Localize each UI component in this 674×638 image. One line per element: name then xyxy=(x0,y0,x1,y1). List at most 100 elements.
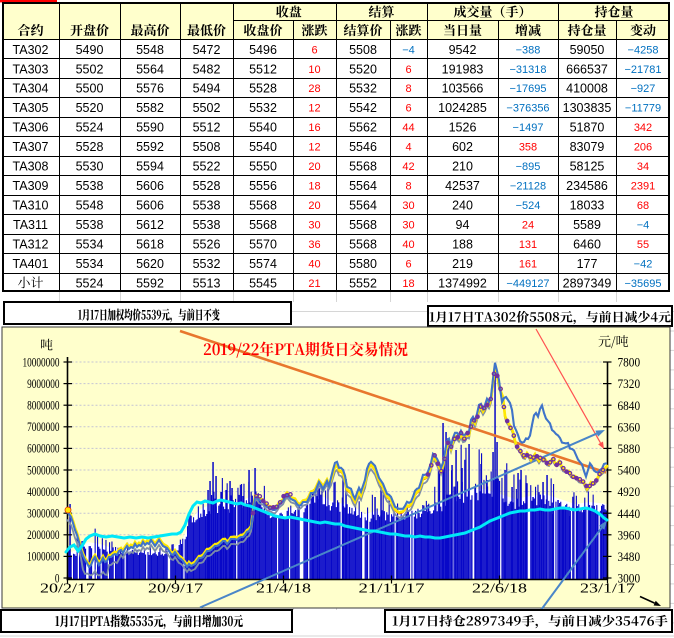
svg-text:188: 188 xyxy=(452,237,473,251)
svg-text:5550: 5550 xyxy=(249,160,277,174)
svg-text:TA310: TA310 xyxy=(13,199,49,213)
svg-text:30: 30 xyxy=(402,200,414,212)
svg-text:2391: 2391 xyxy=(631,181,655,193)
svg-text:1024285: 1024285 xyxy=(438,101,487,115)
svg-text:5502: 5502 xyxy=(76,62,104,76)
svg-text:5538: 5538 xyxy=(76,218,104,232)
svg-text:410008: 410008 xyxy=(566,82,608,96)
svg-text:44: 44 xyxy=(402,122,414,134)
svg-text:206: 206 xyxy=(634,142,652,154)
svg-text:5524: 5524 xyxy=(76,121,104,135)
svg-text:5582: 5582 xyxy=(136,101,164,115)
svg-text:131: 131 xyxy=(519,239,537,251)
svg-text:−4: −4 xyxy=(402,44,415,56)
svg-text:−449127: −449127 xyxy=(506,278,549,290)
svg-text:83079: 83079 xyxy=(570,140,605,154)
svg-text:−1497: −1497 xyxy=(513,122,544,134)
svg-text:5400: 5400 xyxy=(618,463,641,478)
svg-text:23/1/17: 23/1/17 xyxy=(580,581,635,596)
svg-text:161: 161 xyxy=(519,258,537,270)
svg-text:5568: 5568 xyxy=(349,218,377,232)
svg-text:5620: 5620 xyxy=(136,257,164,271)
svg-text:5576: 5576 xyxy=(136,82,164,96)
svg-text:5522: 5522 xyxy=(193,160,221,174)
svg-text:21: 21 xyxy=(308,278,320,290)
svg-text:358: 358 xyxy=(519,142,537,154)
svg-text:4440: 4440 xyxy=(618,506,641,521)
svg-text:40: 40 xyxy=(402,239,414,251)
svg-text:5500: 5500 xyxy=(76,82,104,96)
svg-text:5574: 5574 xyxy=(249,257,277,271)
svg-text:18: 18 xyxy=(308,181,320,193)
svg-text:8: 8 xyxy=(405,181,411,193)
svg-text:94: 94 xyxy=(456,218,470,232)
svg-text:5538: 5538 xyxy=(76,179,104,193)
svg-text:9542: 9542 xyxy=(449,43,477,57)
svg-text:TA312: TA312 xyxy=(13,237,49,251)
svg-text:6000000: 6000000 xyxy=(27,441,59,456)
svg-text:−524: −524 xyxy=(516,200,541,212)
svg-text:−21781: −21781 xyxy=(624,64,661,76)
svg-text:5548: 5548 xyxy=(136,43,164,57)
svg-text:5589: 5589 xyxy=(573,218,601,232)
svg-text:5530: 5530 xyxy=(76,160,104,174)
svg-text:5564: 5564 xyxy=(136,62,164,76)
svg-text:6: 6 xyxy=(311,44,317,56)
svg-text:55: 55 xyxy=(637,239,649,251)
svg-text:28: 28 xyxy=(308,83,320,95)
svg-text:59050: 59050 xyxy=(570,43,605,57)
svg-text:5538: 5538 xyxy=(193,218,221,232)
svg-text:5606: 5606 xyxy=(136,199,164,213)
svg-text:5528: 5528 xyxy=(76,140,104,154)
svg-text:5564: 5564 xyxy=(349,179,377,193)
svg-text:6: 6 xyxy=(405,64,411,76)
svg-text:TA311: TA311 xyxy=(13,218,48,232)
svg-text:7000000: 7000000 xyxy=(27,419,59,434)
svg-text:−376356: −376356 xyxy=(506,103,549,115)
svg-text:−927: −927 xyxy=(631,83,656,95)
svg-text:−31318: −31318 xyxy=(509,64,546,76)
svg-text:9000000: 9000000 xyxy=(27,376,59,391)
svg-text:5000000: 5000000 xyxy=(27,462,59,477)
svg-text:12: 12 xyxy=(308,103,320,115)
svg-text:10000000: 10000000 xyxy=(23,354,60,369)
svg-text:5594: 5594 xyxy=(136,160,164,174)
svg-text:58125: 58125 xyxy=(570,160,605,174)
svg-text:602: 602 xyxy=(452,140,473,154)
svg-text:3000000: 3000000 xyxy=(27,506,59,521)
svg-text:219: 219 xyxy=(452,257,473,271)
svg-text:6360: 6360 xyxy=(618,419,641,434)
svg-text:−4258: −4258 xyxy=(628,44,659,56)
svg-text:−4: −4 xyxy=(637,220,650,232)
svg-text:TA304: TA304 xyxy=(13,82,49,96)
svg-text:68: 68 xyxy=(637,200,649,212)
svg-text:18: 18 xyxy=(402,278,414,290)
svg-text:5528: 5528 xyxy=(193,179,221,193)
svg-text:5534: 5534 xyxy=(76,237,104,251)
svg-text:5552: 5552 xyxy=(349,276,377,290)
svg-text:34: 34 xyxy=(637,161,649,173)
svg-text:5490: 5490 xyxy=(76,43,104,57)
svg-text:20: 20 xyxy=(308,161,320,173)
svg-text:103566: 103566 xyxy=(442,82,484,96)
svg-text:16: 16 xyxy=(308,122,320,134)
svg-text:8: 8 xyxy=(405,83,411,95)
svg-text:8000000: 8000000 xyxy=(27,398,59,413)
svg-text:6: 6 xyxy=(405,258,411,270)
svg-text:10: 10 xyxy=(308,64,320,76)
svg-text:5528: 5528 xyxy=(249,82,277,96)
svg-text:5564: 5564 xyxy=(349,199,377,213)
svg-text:1303835: 1303835 xyxy=(563,101,612,115)
svg-text:5524: 5524 xyxy=(76,276,104,290)
svg-text:1374992: 1374992 xyxy=(438,276,487,290)
svg-text:5534: 5534 xyxy=(76,257,104,271)
svg-text:5526: 5526 xyxy=(193,237,221,251)
svg-text:6: 6 xyxy=(405,103,411,115)
svg-text:TA302: TA302 xyxy=(13,43,49,57)
svg-text:30: 30 xyxy=(402,220,414,232)
svg-text:12: 12 xyxy=(308,142,320,154)
svg-text:2897349: 2897349 xyxy=(563,276,612,290)
svg-text:TA308: TA308 xyxy=(13,160,49,174)
svg-text:5548: 5548 xyxy=(76,199,104,213)
svg-text:6840: 6840 xyxy=(618,398,641,413)
